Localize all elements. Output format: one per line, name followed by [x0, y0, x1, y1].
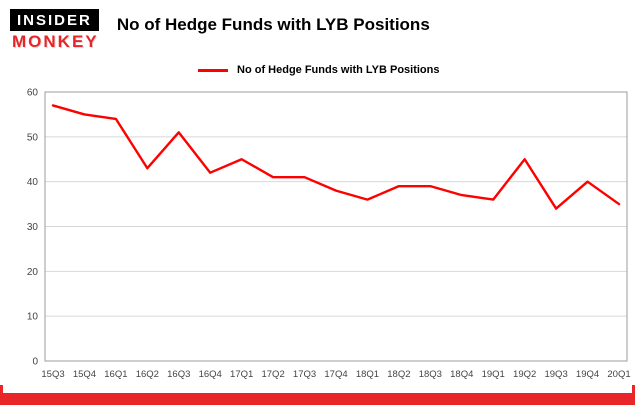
x-axis-tick-label: 19Q4 [576, 369, 599, 380]
y-axis-tick-label: 20 [27, 267, 39, 278]
y-axis-tick-label: 60 [27, 88, 39, 99]
x-axis-tick-label: 18Q3 [419, 369, 442, 380]
x-axis-tick-label: 17Q1 [230, 369, 253, 380]
x-axis-tick-label: 18Q2 [387, 369, 410, 380]
y-axis-tick-label: 40 [27, 177, 39, 188]
x-axis-tick-label: 17Q4 [324, 369, 347, 380]
x-axis-tick-label: 18Q4 [450, 369, 473, 380]
legend-label: No of Hedge Funds with LYB Positions [237, 64, 440, 76]
chart-svg: 0 10 20 30 40 50 60 15Q3 15Q4 16Q1 16Q2 16Q3 16Q4 17Q… [27, 88, 631, 381]
insider-monkey-logo: INSIDER MONKEY [10, 9, 99, 50]
x-axis-tick-label: 19Q2 [513, 369, 536, 380]
x-axis-tick-label: 20Q1 [607, 369, 630, 380]
y-axis-tick-label: 30 [27, 222, 39, 233]
x-axis-tick-label: 19Q1 [482, 369, 505, 380]
y-axis-tick-label: 0 [32, 357, 38, 368]
bottom-red-bar [0, 393, 635, 405]
x-axis-tick-label: 17Q3 [293, 369, 316, 380]
logo-monkey-text: MONKEY [12, 32, 99, 51]
header: INSIDER MONKEY No of Hedge Funds with LY… [0, 0, 635, 50]
x-axis-tick-label: 15Q3 [41, 369, 64, 380]
legend-line-swatch [198, 68, 228, 72]
legend: No of Hedge Funds with LYB Positions [198, 64, 635, 76]
y-axis-tick-label: 10 [27, 312, 39, 323]
x-axis-tick-label: 16Q2 [136, 369, 159, 380]
x-axis-tick-label: 18Q1 [356, 369, 379, 380]
x-axis-tick-label: 17Q2 [261, 369, 284, 380]
x-axis-tick-label: 16Q1 [104, 369, 127, 380]
x-axis-tick-label: 16Q3 [167, 369, 190, 380]
logo-insider-text: INSIDER [10, 9, 99, 31]
x-axis-tick-label: 15Q4 [73, 369, 96, 380]
data-line [51, 104, 621, 210]
x-axis-tick-label: 19Q3 [544, 369, 567, 380]
x-axis-tick-label: 16Q4 [199, 369, 222, 380]
chart-title: No of Hedge Funds with LYB Positions [116, 15, 430, 34]
y-axis-tick-label: 50 [27, 132, 39, 143]
plot-border [44, 91, 628, 362]
